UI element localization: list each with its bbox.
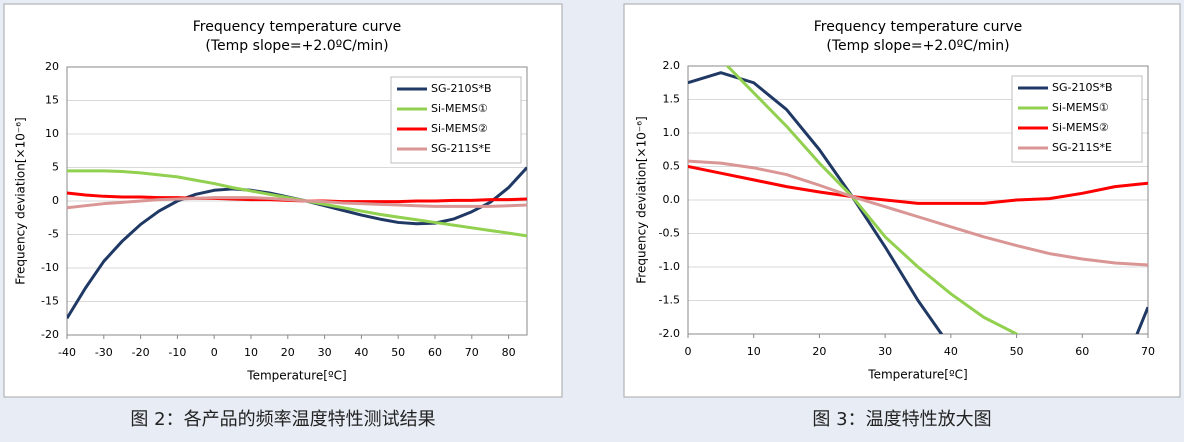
y-tick-label: -2.0 <box>659 327 680 340</box>
y-tick-label: 1.0 <box>663 126 681 139</box>
x-tick-label: 40 <box>354 346 368 359</box>
legend-label: SG-211S*E <box>431 142 491 155</box>
chart-subtitle: (Temp slope=+2.0ºC/min) <box>205 38 388 54</box>
x-tick-label: 10 <box>747 345 761 358</box>
x-tick-label: 50 <box>391 346 405 359</box>
line-series <box>688 71 1148 334</box>
plot-frame <box>687 65 1149 335</box>
plot-lines <box>688 66 1148 334</box>
x-tick-label: 30 <box>878 345 892 358</box>
chart-title: Frequency temperature curve <box>814 19 1022 35</box>
line-series <box>67 196 527 210</box>
y-tick-label: 0.5 <box>663 160 681 173</box>
legend-label: SG-211S*E <box>1052 141 1112 154</box>
y-tick-label: 20 <box>45 60 59 73</box>
x-axis-label: Temperature[ºC] <box>246 369 346 383</box>
x-tick-label: -20 <box>132 346 150 359</box>
x-tick-label: 20 <box>281 346 295 359</box>
x-tick-label: -40 <box>58 346 76 359</box>
y-tick-label: -20 <box>41 328 59 341</box>
x-tick-label: 0 <box>211 346 218 359</box>
x-tick-label: 70 <box>1141 345 1155 358</box>
y-tick-label: 0 <box>52 194 59 207</box>
x-tick-label: 60 <box>1075 345 1089 358</box>
chart-subtitle: (Temp slope=+2.0ºC/min) <box>826 38 1009 54</box>
y-axis-label: Frequency deviation[×10⁻⁶] <box>14 117 28 284</box>
x-tick-label: 60 <box>428 346 442 359</box>
x-tick-label: -10 <box>168 346 186 359</box>
y-tick-label: 15 <box>45 94 59 107</box>
plot-frame <box>66 66 528 336</box>
line-series <box>688 165 1148 205</box>
y-tick-label: -15 <box>41 295 59 308</box>
chart-title: Frequency temperature curve <box>193 19 401 35</box>
caption: 图 2：各产品的频率温度特性测试结果 <box>130 409 435 430</box>
x-tick-label: 0 <box>685 345 692 358</box>
y-tick-label: -10 <box>41 261 59 274</box>
caption: 图 3：温度特性放大图 <box>812 409 991 430</box>
legend-label: Si-MEMS① <box>431 102 488 115</box>
x-tick-label: 20 <box>812 345 826 358</box>
y-tick-label: 1.5 <box>663 93 681 106</box>
x-tick-label: -30 <box>95 346 113 359</box>
line-series <box>725 66 1020 334</box>
y-tick-label: 0.0 <box>663 193 681 206</box>
plot-lines <box>67 166 527 320</box>
line-series <box>688 159 1148 267</box>
legend-label: Si-MEMS② <box>431 122 488 135</box>
y-axis-label: Frequency deviation[×10⁻⁶] <box>635 116 649 283</box>
legend-label: Si-MEMS① <box>1052 101 1109 114</box>
legend-label: SG-210S*B <box>1052 81 1113 94</box>
legend-label: Si-MEMS② <box>1052 121 1109 134</box>
y-tick-label: -5 <box>48 228 59 241</box>
y-tick-label: 2.0 <box>663 59 681 72</box>
x-tick-label: 50 <box>1010 345 1024 358</box>
y-tick-label: 10 <box>45 127 59 140</box>
y-tick-label: -1.0 <box>659 260 680 273</box>
legend-label: SG-210S*B <box>431 82 492 95</box>
x-tick-label: 70 <box>465 346 479 359</box>
y-tick-label: -0.5 <box>659 227 680 240</box>
x-tick-label: 30 <box>318 346 332 359</box>
x-tick-label: 10 <box>244 346 258 359</box>
x-axis-label: Temperature[ºC] <box>867 368 967 382</box>
y-tick-label: 5 <box>52 161 59 174</box>
x-tick-label: 40 <box>944 345 958 358</box>
x-tick-label: 80 <box>502 346 516 359</box>
y-tick-label: -1.5 <box>659 294 680 307</box>
